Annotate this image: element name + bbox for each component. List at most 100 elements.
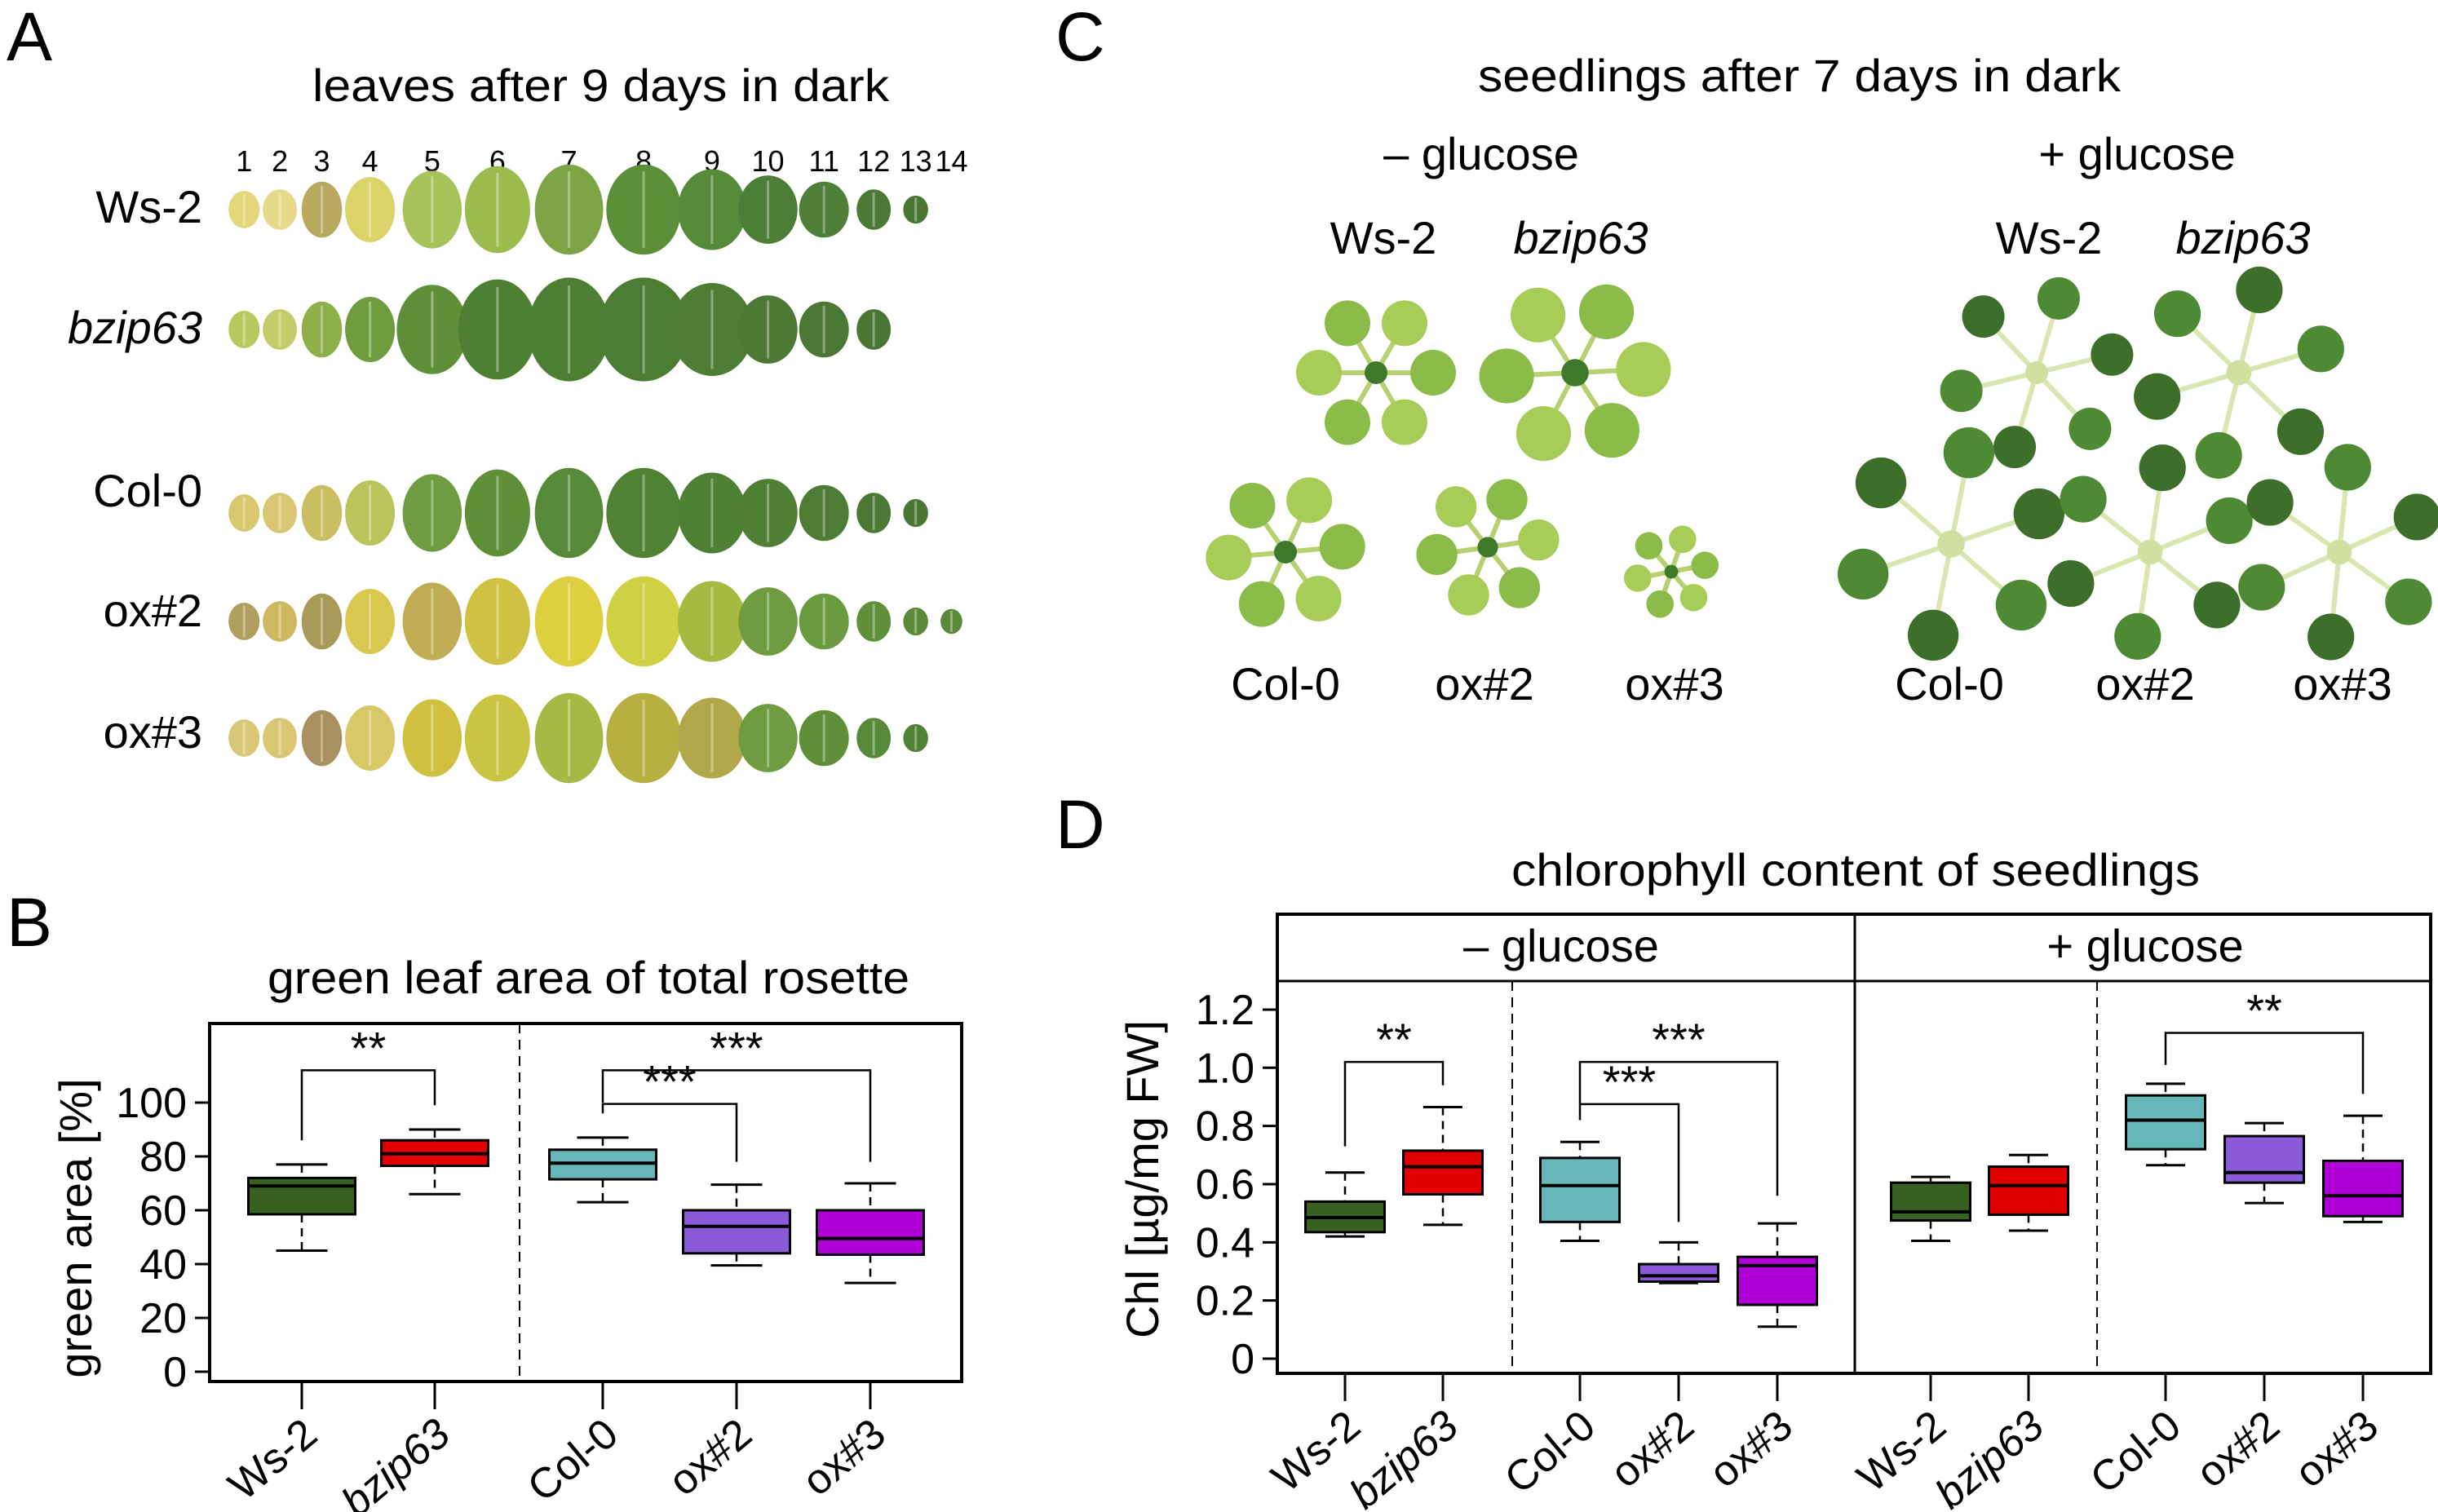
y-tick-label: 0 [1231, 1336, 1254, 1383]
panel-c-title: seedlings after 7 days in dark [1478, 50, 2122, 101]
leaf [263, 309, 298, 350]
leaf [345, 588, 396, 655]
leaf [738, 704, 798, 772]
seedling-leaf [2037, 276, 2080, 320]
seedling-leaf [1907, 609, 1959, 661]
x-tick-label: ox#3 [1701, 1402, 1802, 1497]
plot-frame [208, 1022, 963, 1383]
seedling-leaf [1962, 295, 2005, 338]
leaf [263, 189, 298, 230]
leaf [464, 469, 530, 557]
seedling-center [2025, 361, 2048, 384]
box-bzip63 [1402, 1149, 1484, 1196]
y-tick-label: 1.2 [1196, 987, 1254, 1034]
seedling-leaf [1295, 576, 1342, 622]
seedling-center [1664, 564, 1679, 579]
box-ox#3 [816, 1209, 925, 1256]
y-tick-label: 20 [139, 1295, 187, 1342]
leaf [402, 474, 462, 552]
panel-d: D chlorophyll content of seedlings Chl [µ… [1055, 786, 2432, 1512]
x-tick-label: Ws-2 [219, 1410, 325, 1510]
y-tick-label: 0.6 [1196, 1161, 1254, 1209]
leaf [678, 581, 746, 662]
seedling-leaf [2324, 444, 2371, 491]
y-tick-label: 100 [116, 1080, 187, 1127]
leaf [940, 608, 962, 634]
leaf-number: 13 [900, 144, 932, 178]
x-tick-label: ox#2 [1602, 1402, 1703, 1497]
leaf [799, 593, 849, 650]
seedling-leaf [1511, 287, 1566, 343]
row-label: Ws-2 [95, 181, 202, 232]
seedling-leaf [1584, 403, 1639, 458]
x-tick-label: bzip63 [1927, 1402, 2053, 1512]
seedling-leaf [2195, 431, 2242, 480]
panel-a-title: leaves after 9 days in dark [312, 60, 890, 111]
y-tick-label: 40 [139, 1241, 187, 1289]
row-label: bzip63 [68, 302, 202, 353]
seedling-leaf [1993, 426, 2037, 469]
significance-label: *** [1603, 1056, 1656, 1107]
seedling-leaf [2385, 578, 2432, 626]
seedling-leaf [2114, 612, 2161, 660]
seedling-genotype-label: Col-0 [1231, 658, 1340, 710]
seedling-leaf [1943, 427, 1995, 479]
seedling-labels: Ws-2 bzip63 Ws-2 bzip63 Col-0 ox#2 ox#3 Col-0 ox… [1231, 212, 2392, 710]
leaf [263, 718, 298, 758]
y-tick-label: 0 [163, 1349, 187, 1396]
panel-letter-a: A [7, 0, 52, 75]
seedling-leaf [1296, 350, 1342, 396]
leaf [903, 498, 928, 528]
seedling-leaf [2139, 444, 2186, 492]
leaf [599, 277, 688, 382]
leaf [738, 175, 798, 244]
seedling-genotype-label: bzip63 [1513, 212, 1648, 263]
box-Ws-2 [247, 1176, 356, 1216]
y-tick-label: 0.2 [1196, 1278, 1254, 1325]
significance-bracket [601, 1103, 738, 1162]
leaf [738, 295, 798, 364]
leaf [799, 710, 849, 767]
leaf [678, 472, 746, 554]
leaf [301, 301, 343, 358]
leaf [799, 301, 849, 358]
leaf [228, 603, 260, 640]
leaf [345, 296, 396, 363]
leaf-number: 10 [752, 144, 785, 178]
seedling-leaf [1518, 519, 1560, 561]
leaf [534, 576, 604, 667]
significance-label: ** [1376, 1014, 1412, 1065]
box-ox#2 [1638, 1262, 1719, 1283]
leaf [228, 191, 260, 228]
leaf [606, 467, 681, 559]
seedling-leaf [2206, 497, 2253, 545]
leaf [228, 311, 260, 348]
seedling-leaf [1382, 300, 1427, 347]
x-tick-label: ox#3 [2286, 1402, 2387, 1497]
leaf [402, 170, 462, 249]
panel-letter-d: D [1055, 786, 1105, 863]
seedling-genotype-label: ox#3 [1625, 658, 1723, 710]
seedling-leaf [2393, 493, 2438, 541]
leaf [345, 176, 396, 243]
seedling-leaf [2013, 488, 2065, 540]
seedling-genotype-label: Ws-2 [1330, 212, 1437, 263]
leaf [301, 484, 343, 542]
leaf [670, 283, 754, 376]
seedling-leaf [2047, 559, 2095, 608]
seedling-leaf [1416, 533, 1458, 576]
leaf-number: 14 [935, 144, 967, 178]
seedling-leaf [1855, 457, 1907, 509]
seedling-center [2326, 539, 2352, 565]
leaf [228, 719, 260, 757]
y-tick-label: 80 [139, 1134, 187, 1181]
leaf [606, 164, 681, 255]
seedling-center [1937, 530, 1965, 558]
leaf [345, 705, 396, 771]
leaf [464, 694, 530, 782]
box-Col-0 [1539, 1156, 1621, 1223]
seedling-leaf [1578, 284, 1635, 339]
seedling-leaf [1448, 574, 1489, 616]
seedling-leaf [1498, 567, 1541, 608]
